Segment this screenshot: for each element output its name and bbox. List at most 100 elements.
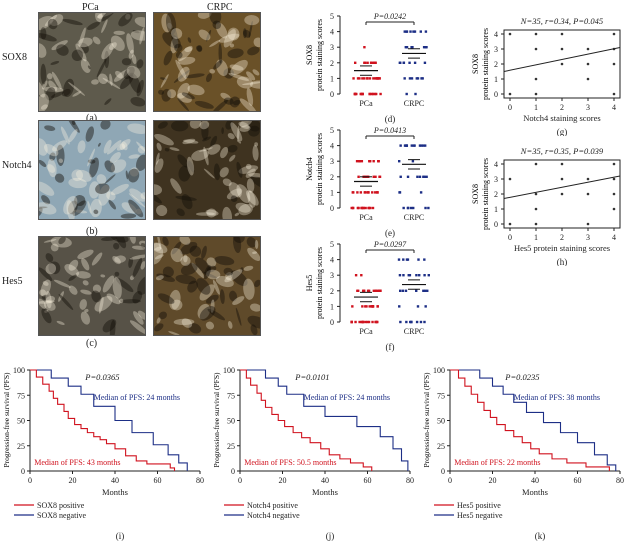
y-tick-label: 1	[494, 75, 498, 84]
y-tick-label: 1	[330, 302, 334, 311]
data-point	[586, 47, 590, 51]
x-axis-label: Months	[522, 487, 548, 497]
crpc-point	[413, 30, 417, 33]
crpc-point	[414, 92, 417, 96]
pca-point	[355, 160, 359, 163]
pca-point	[357, 175, 360, 178]
crpc-point	[423, 274, 426, 277]
pca-point	[363, 77, 366, 80]
x-category-label: PCa	[359, 327, 373, 336]
data-point	[612, 162, 616, 166]
pca-point	[356, 289, 359, 292]
negative-curve	[240, 369, 409, 471]
crpc-point	[410, 320, 413, 324]
x-tick-label: 20	[279, 476, 287, 485]
data-point	[612, 92, 616, 96]
x-category-label: CRPC	[404, 327, 424, 336]
y-tick-label: 3	[330, 271, 334, 280]
pca-point	[377, 160, 380, 163]
x-tick-label: 3	[586, 233, 590, 242]
crpc-point	[420, 77, 423, 80]
row-marker-sox8: SOX8	[2, 52, 28, 63]
crpc-point	[402, 274, 405, 277]
micrograph-texture	[154, 237, 260, 335]
micrograph-texture	[154, 121, 260, 219]
x-axis-label: Months	[102, 487, 128, 497]
pca-point	[367, 320, 371, 324]
p-value: P=0.0297	[373, 240, 407, 249]
x-tick-label: 80	[196, 476, 204, 485]
pca-point	[361, 289, 365, 292]
pca-point	[371, 320, 374, 324]
y-tick-label: 50	[17, 417, 25, 426]
pca-point	[360, 160, 364, 163]
crpc-point	[397, 160, 401, 163]
crpc-point	[427, 274, 430, 277]
pca-point	[374, 92, 377, 96]
positive-curve	[240, 369, 373, 471]
crpc-point	[423, 144, 427, 147]
data-point	[534, 47, 538, 51]
y-tick-label: 5	[330, 126, 334, 135]
y-tick-label: 0	[494, 220, 498, 229]
micrograph-texture	[39, 237, 145, 335]
regression-line	[503, 175, 621, 199]
crpc-point	[404, 289, 408, 292]
y-axis-label: protein staining scores	[315, 19, 324, 91]
crpc-point	[403, 144, 407, 147]
y-axis-label: protein staining scores	[481, 158, 490, 230]
crpc-point	[415, 77, 419, 80]
x-tick-label: 40	[111, 476, 119, 485]
x-tick-label: 80	[616, 476, 624, 485]
y-axis-label: Progression-free survival (PFS)	[212, 372, 221, 467]
panel-letter: (h)	[557, 257, 568, 266]
row-marker-hes5: Hes5	[2, 276, 23, 287]
pca-point	[353, 92, 357, 96]
pca-point	[369, 61, 373, 64]
y-axis-label: protein staining scores	[315, 133, 324, 205]
pca-point	[361, 77, 364, 80]
micrograph-sox8-crpc	[153, 12, 261, 112]
p-value: P=0.0242	[373, 12, 406, 21]
x-axis-label: Notch4 staining scores	[523, 113, 600, 123]
p-value: P=0.0101	[294, 372, 329, 382]
pca-point	[356, 191, 359, 194]
crpc-point	[419, 191, 423, 194]
p-value: P=0.0365	[84, 372, 119, 382]
crpc-point	[409, 30, 412, 33]
micrograph-notch4-crpc	[153, 120, 261, 220]
panel-letter: (k)	[535, 531, 546, 541]
p-value: P=0.0413	[373, 126, 406, 135]
positive-median-label: Median of PFS: 50.5 months	[244, 458, 336, 467]
crpc-point	[406, 206, 410, 210]
pca-point	[368, 206, 371, 210]
pca-point	[352, 191, 355, 194]
y-tick-label: 3	[494, 175, 498, 184]
pca-point	[364, 305, 367, 308]
crpc-point	[405, 320, 408, 324]
pca-point	[371, 191, 374, 194]
crpc-point	[405, 30, 409, 33]
pca-point	[356, 77, 360, 80]
crpc-point	[408, 61, 411, 64]
pca-point	[360, 274, 363, 277]
data-point	[534, 162, 538, 166]
y-tick-label: 0	[330, 204, 334, 213]
data-point	[534, 192, 538, 196]
pca-point	[371, 61, 374, 64]
crpc-point	[406, 175, 410, 178]
x-category-label: PCa	[359, 213, 373, 222]
crpc-point	[398, 305, 401, 308]
crpc-point	[405, 92, 408, 96]
positive-curve	[450, 369, 610, 471]
x-tick-label: 40	[531, 476, 539, 485]
pca-point	[372, 289, 376, 292]
pca-point	[366, 77, 369, 80]
crpc-point	[409, 206, 413, 210]
y-tick-label: 3	[330, 157, 334, 166]
micrograph-notch4-pca	[38, 120, 146, 220]
pca-point	[371, 206, 375, 210]
x-tick-label: 2	[560, 103, 564, 112]
x-category-label: CRPC	[404, 99, 424, 108]
